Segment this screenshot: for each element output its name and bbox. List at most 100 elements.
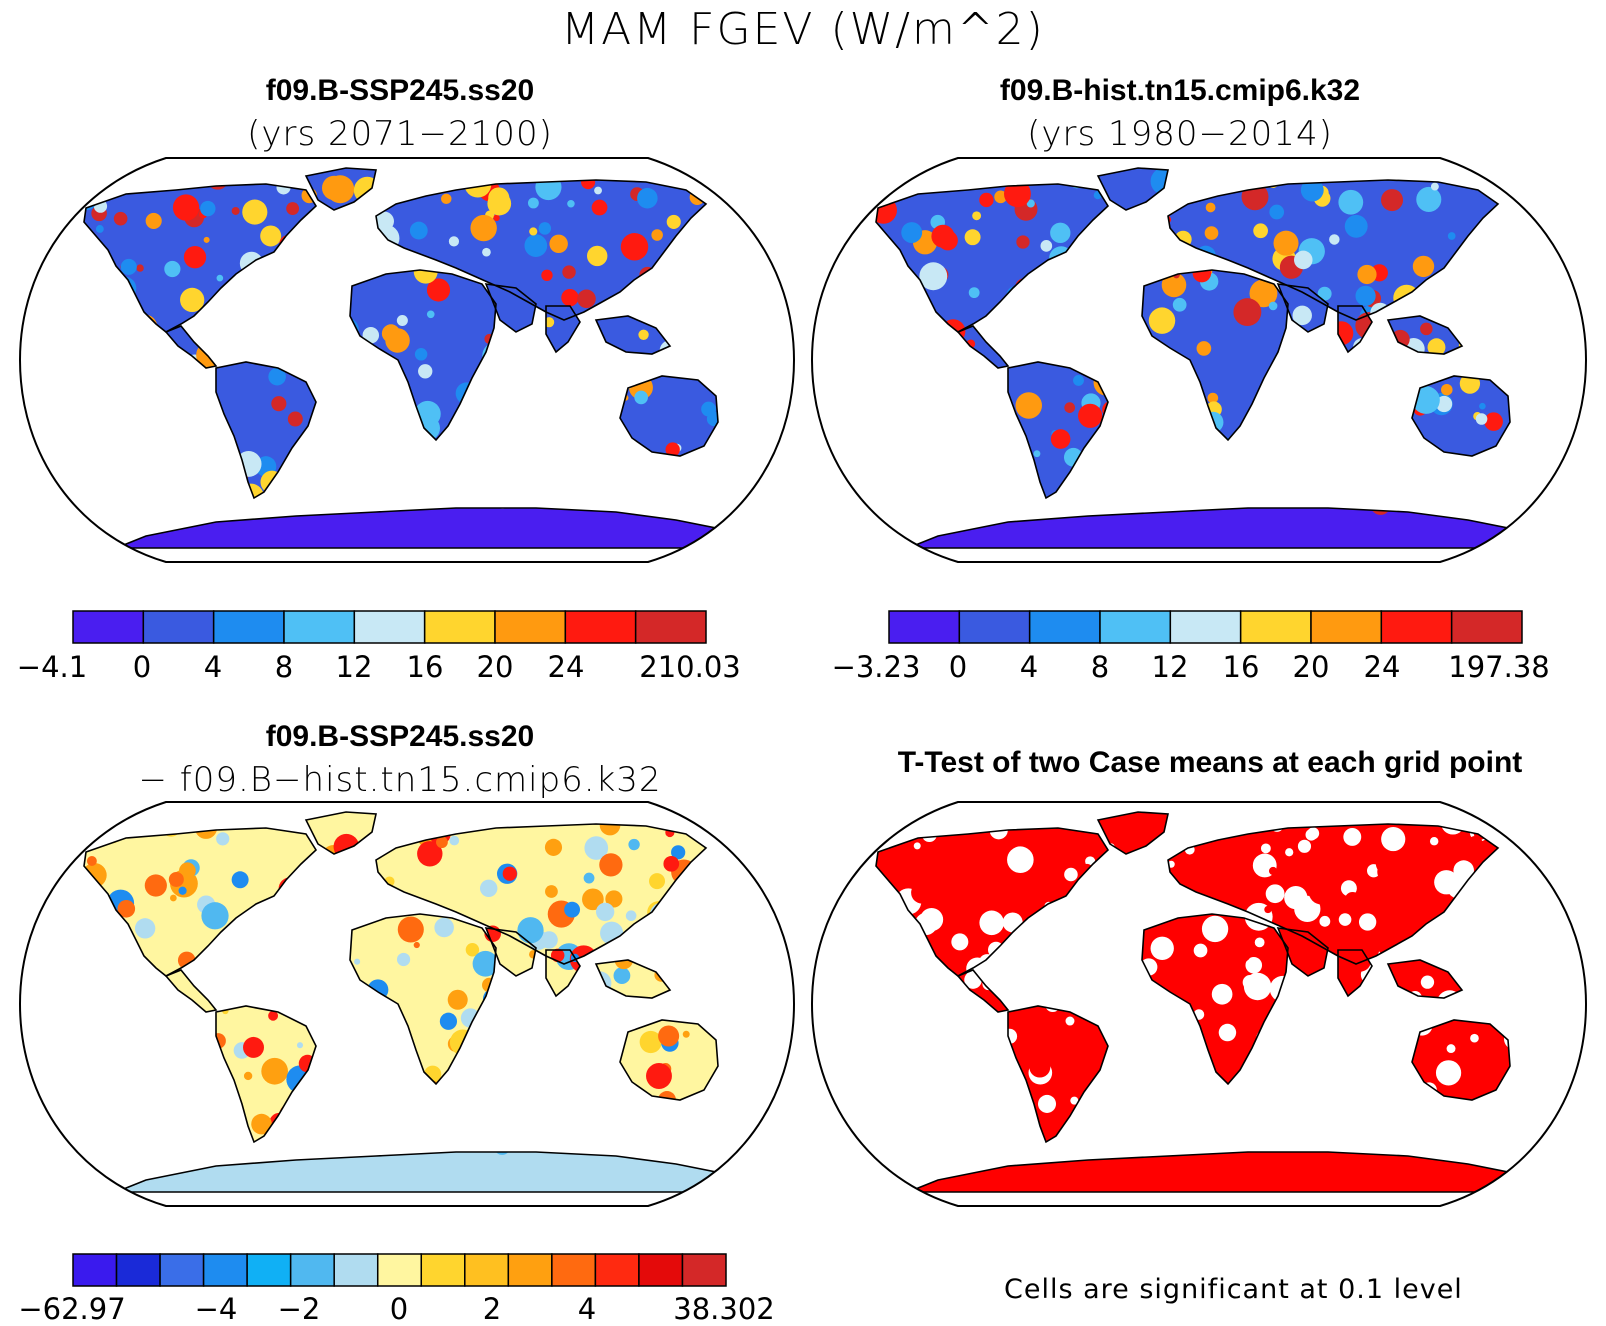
field-cell: [1401, 1070, 1417, 1086]
field-cell: [1033, 450, 1041, 458]
field-cell: [434, 1114, 445, 1125]
field-cell: [354, 958, 361, 965]
field-cell: [1462, 1097, 1487, 1122]
field-cell: [166, 1110, 191, 1135]
australia-coastline: [619, 1019, 719, 1101]
field-cell: [342, 460, 364, 482]
field-cell: [1218, 1023, 1237, 1042]
field-cell: [296, 1042, 304, 1049]
field-cell: [331, 1112, 356, 1137]
field-cell: [1257, 1103, 1265, 1111]
colorbar-swatch: [1169, 610, 1242, 644]
field-cell: [682, 896, 693, 908]
field-cell: [271, 396, 287, 412]
field-cell: [324, 315, 340, 331]
field-cell: [332, 1027, 346, 1042]
field-cell: [584, 836, 609, 860]
field-cell: [1476, 942, 1501, 967]
field-cell: [1064, 489, 1077, 502]
field-cell: [1249, 1133, 1260, 1144]
panel1-title: f09.B-SSP245.ss20: [265, 74, 535, 107]
field-cell: [1111, 947, 1122, 957]
field-cell: [1327, 480, 1352, 505]
colorbar-label: 4: [1019, 650, 1039, 684]
field-cell: [1301, 1105, 1308, 1113]
field-cell: [987, 407, 1001, 422]
field-cell: [1311, 380, 1326, 395]
colorbar-label: 0: [389, 1292, 409, 1326]
field-cell: [919, 354, 939, 375]
field-cell: [1396, 1104, 1422, 1129]
field-cell: [1381, 189, 1404, 212]
colorbar-swatch: [420, 1253, 466, 1287]
field-cell: [530, 409, 547, 426]
field-cell: [493, 214, 500, 222]
field-cell: [890, 367, 906, 383]
field-cell: [308, 983, 334, 1009]
panel1-subtitle: (yrs 2071−2100): [247, 114, 553, 154]
field-cell: [347, 1079, 361, 1092]
field-cell: [100, 258, 112, 271]
field-cell: [1305, 1085, 1327, 1108]
field-cell: [1292, 305, 1312, 326]
field-cell: [415, 415, 440, 441]
camerica-landmass: [958, 326, 1008, 368]
field-cell: [1003, 180, 1031, 208]
field-cell: [881, 486, 901, 506]
field-cell: [316, 1080, 343, 1106]
field-cell: [153, 1017, 160, 1024]
field-cell: [1463, 1113, 1474, 1123]
field-cell: [1153, 208, 1162, 217]
field-cell: [408, 456, 433, 480]
colorbar-label: 12: [335, 650, 373, 684]
field-cell: [1051, 990, 1069, 1007]
field-cell: [1146, 1024, 1168, 1046]
field-cell: [721, 1105, 736, 1124]
field-cell: [1287, 487, 1296, 497]
field-cell: [1447, 257, 1475, 285]
field-cell: [894, 400, 914, 421]
field-cell: [639, 1030, 662, 1054]
field-cell: [1326, 392, 1350, 417]
field-cell: [1192, 1117, 1206, 1131]
field-cell: [418, 364, 433, 379]
field-cell: [1060, 917, 1070, 926]
field-cell: [1442, 469, 1469, 495]
field-cell: [666, 214, 681, 229]
field-cell: [1129, 1045, 1138, 1054]
field-cell: [101, 945, 114, 958]
field-cell: [201, 902, 229, 930]
field-cell: [1475, 413, 1488, 425]
colorbar-label: 8: [274, 650, 294, 684]
field-cell: [878, 354, 901, 377]
field-cell: [308, 222, 331, 245]
field-cell: [84, 396, 91, 412]
field-cell: [1143, 1081, 1166, 1103]
field-cell: [316, 1107, 337, 1128]
field-cell: [1401, 943, 1413, 956]
field-cell: [340, 242, 367, 269]
field-cell: [577, 289, 596, 309]
samerica-coastline: [1007, 1005, 1109, 1144]
field-cell: [488, 187, 510, 209]
colorbar-swatch: [1028, 610, 1101, 644]
field-cell: [1374, 406, 1397, 430]
panel2-colorbar: [888, 610, 1523, 644]
field-cell: [348, 851, 362, 865]
field-cell: [426, 278, 451, 302]
field-cell: [84, 862, 107, 888]
field-cell: [286, 202, 300, 215]
field-cell: [1117, 387, 1126, 395]
field-cell: [1388, 901, 1410, 922]
field-cell: [136, 264, 144, 272]
field-cell: [243, 1071, 253, 1081]
field-cell: [1205, 202, 1216, 213]
field-cell: [254, 261, 272, 279]
field-cell: [1029, 1056, 1051, 1078]
field-cell: [117, 899, 136, 918]
field-cell: [318, 448, 336, 466]
field-cell: [172, 1014, 193, 1035]
field-cell: [1508, 1042, 1528, 1067]
field-cell: [1300, 178, 1324, 202]
field-cell: [144, 874, 167, 897]
